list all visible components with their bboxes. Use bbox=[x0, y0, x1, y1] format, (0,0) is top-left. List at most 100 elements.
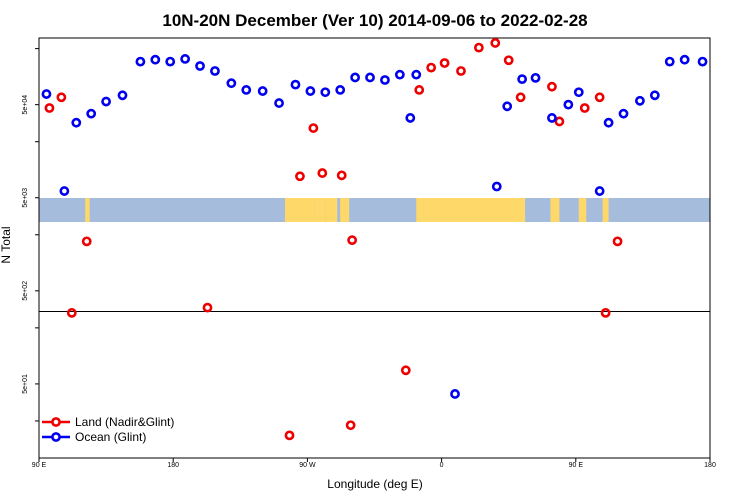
map-land bbox=[325, 198, 338, 222]
legend-label: Ocean (Glint) bbox=[75, 430, 146, 444]
data-point bbox=[405, 113, 416, 123]
data-point bbox=[210, 66, 220, 76]
map-land bbox=[86, 198, 89, 222]
data-point bbox=[345, 420, 356, 431]
y-tick-label: 5e+02 bbox=[22, 281, 29, 301]
y-tick-label: 5e+04 bbox=[22, 95, 29, 115]
data-point bbox=[450, 389, 460, 399]
data-point bbox=[530, 72, 541, 83]
data-point bbox=[503, 55, 514, 66]
data-point bbox=[439, 58, 450, 68]
data-point bbox=[56, 92, 67, 103]
map-land bbox=[416, 198, 526, 222]
data-point bbox=[679, 54, 690, 65]
data-point bbox=[400, 365, 411, 376]
data-point bbox=[603, 117, 614, 128]
legend: Land (Nadir&Glint)Ocean (Glint) bbox=[42, 415, 174, 444]
data-point bbox=[547, 113, 557, 123]
data-point bbox=[411, 69, 422, 80]
map-land bbox=[314, 198, 326, 222]
data-point bbox=[284, 430, 295, 441]
data-point bbox=[202, 302, 213, 313]
data-point bbox=[426, 62, 437, 73]
legend-marker bbox=[51, 432, 61, 442]
data-point bbox=[320, 87, 331, 98]
plot-border bbox=[38, 37, 711, 459]
data-point bbox=[274, 98, 284, 108]
data-point bbox=[414, 85, 425, 95]
y-axis-label: N Total bbox=[0, 226, 13, 263]
data-point bbox=[66, 307, 77, 318]
data-point bbox=[635, 95, 645, 106]
legend-marker bbox=[51, 417, 61, 427]
map-land bbox=[285, 198, 315, 222]
data-point bbox=[554, 116, 565, 127]
map-land bbox=[550, 198, 560, 222]
data-point bbox=[502, 101, 513, 112]
map-land bbox=[578, 198, 587, 222]
data-point bbox=[515, 92, 526, 103]
data-point bbox=[257, 86, 268, 96]
data-point bbox=[295, 171, 305, 182]
data-point bbox=[101, 96, 111, 107]
plot-frame bbox=[38, 37, 711, 459]
x-tick-label: 90 E bbox=[569, 462, 584, 469]
data-point bbox=[456, 66, 466, 76]
axis-ticks: 90 E 180 90 W 0 90 E 180 5e+04 5e+03 5e+02 5e+01 bbox=[22, 48, 716, 469]
data-point bbox=[697, 56, 708, 67]
data-points bbox=[41, 38, 708, 441]
data-point bbox=[618, 108, 629, 119]
data-point bbox=[165, 56, 176, 67]
data-point bbox=[117, 90, 128, 101]
data-point bbox=[308, 123, 319, 133]
data-point bbox=[612, 236, 623, 247]
data-point bbox=[594, 92, 605, 103]
data-point bbox=[41, 89, 52, 99]
data-point bbox=[226, 78, 237, 89]
data-point bbox=[579, 103, 590, 113]
chart-title: 10N-20N December (Ver 10) 2014-09-06 to … bbox=[162, 11, 587, 30]
data-point bbox=[317, 168, 328, 178]
data-point bbox=[150, 54, 161, 65]
map-land bbox=[602, 198, 609, 222]
data-point bbox=[594, 186, 605, 196]
data-point bbox=[180, 54, 191, 64]
data-point bbox=[600, 307, 611, 318]
y-tick-label: 5e+03 bbox=[22, 188, 29, 208]
data-point bbox=[490, 38, 501, 48]
data-point bbox=[563, 99, 574, 110]
data-point bbox=[573, 87, 584, 98]
data-point bbox=[649, 90, 660, 101]
map-land bbox=[340, 198, 350, 222]
data-point bbox=[86, 108, 97, 119]
data-point bbox=[335, 85, 346, 95]
x-tick-label: 0 bbox=[440, 462, 444, 469]
x-tick-label: 180 bbox=[167, 462, 179, 469]
x-tick-label: 90 W bbox=[299, 462, 316, 469]
x-tick-label: 90 E bbox=[32, 462, 47, 469]
data-point bbox=[664, 56, 675, 67]
x-axis-label: Longitude (deg E) bbox=[327, 477, 422, 491]
data-point bbox=[491, 181, 502, 192]
data-point bbox=[195, 61, 205, 71]
data-point bbox=[135, 56, 146, 67]
map-strip bbox=[39, 198, 710, 222]
y-tick-label: 5e+01 bbox=[22, 374, 29, 394]
map-ocean bbox=[39, 198, 710, 222]
data-point bbox=[71, 117, 82, 128]
legend-label: Land (Nadir&Glint) bbox=[75, 415, 174, 429]
data-point bbox=[347, 235, 358, 246]
data-point bbox=[365, 72, 375, 83]
data-point bbox=[394, 69, 405, 80]
data-point bbox=[336, 170, 347, 181]
data-point bbox=[380, 75, 390, 85]
x-tick-label: 180 bbox=[704, 462, 716, 469]
data-point bbox=[350, 72, 361, 83]
data-point bbox=[59, 186, 70, 196]
data-point bbox=[517, 74, 528, 85]
data-point bbox=[81, 236, 92, 247]
data-point bbox=[305, 86, 316, 96]
data-point bbox=[241, 85, 252, 95]
data-point bbox=[473, 42, 484, 53]
data-point bbox=[547, 81, 557, 92]
